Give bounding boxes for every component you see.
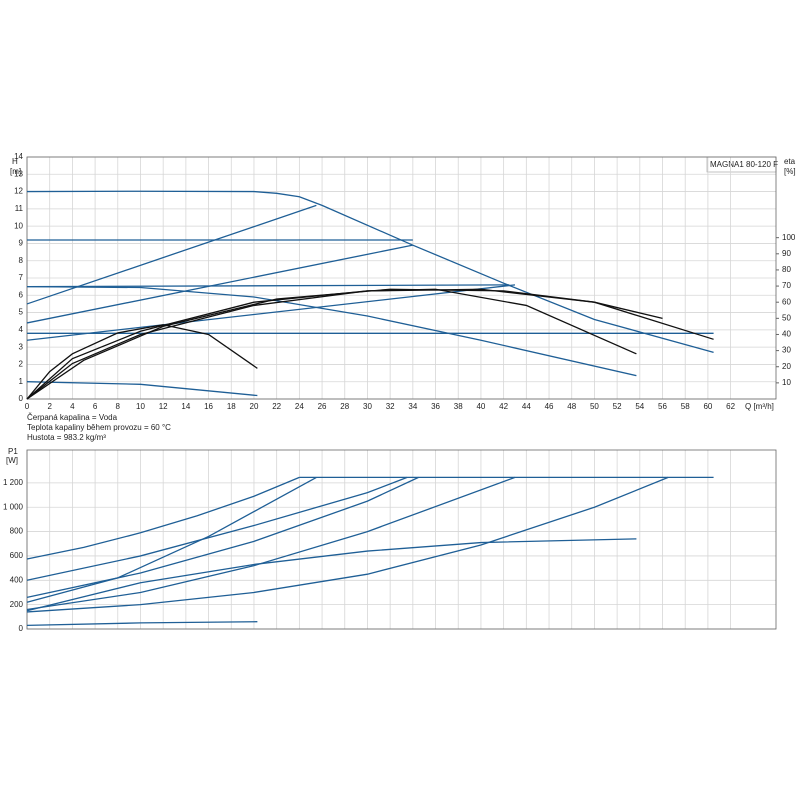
y2-tick-label: 50 [782,313,791,322]
y2-tick-label: 40 [782,330,791,339]
y2-unit: [%] [784,167,796,176]
y2-tick-label: 100 [782,233,796,242]
annotation: Hustota = 983.2 kg/m³ [27,433,106,442]
curve [26,284,510,288]
y2-label: eta [784,157,796,166]
curve [26,190,714,353]
x-tick-label: 26 [318,402,327,411]
y-tick-label: 3 [19,342,24,351]
y-tick-label: 14 [14,152,23,161]
y-tick-label: 0 [19,624,24,633]
y-tick-label: 0 [19,394,24,403]
y-tick-label: 7 [19,273,24,282]
x-tick-label: 34 [408,402,417,411]
x-tick-label: 42 [499,402,508,411]
y-tick-label: 2 [19,360,24,369]
y-tick-label: 10 [14,221,23,230]
x-tick-label: 40 [476,402,485,411]
y2-tick-label: 30 [782,346,791,355]
y-tick-label: 9 [19,239,24,248]
x-tick-label: 48 [567,402,576,411]
x-tick-label: 62 [726,402,735,411]
curve [26,244,413,324]
y-tick-label: 600 [10,551,24,560]
x-tick-label: 52 [613,402,622,411]
x-tick-label: 36 [431,402,440,411]
y-unit: [m] [10,167,21,176]
y-tick-label: 11 [15,204,24,213]
y-tick-label: 1 [19,377,24,386]
chart-title: MAGNA1 80-120 F [710,160,778,169]
x-tick-label: 12 [159,402,168,411]
plot-frame [26,449,777,630]
y-tick-label: 400 [10,575,24,584]
y-tick-label: 1 000 [3,502,24,511]
x-tick-label: 24 [295,402,304,411]
y-label: H [12,157,18,166]
x-tick-label: 32 [386,402,395,411]
curve [26,476,516,611]
curve [26,204,317,305]
x-tick-label: 16 [204,402,213,411]
plot-frame [26,156,777,400]
x-tick-label: 28 [340,402,349,411]
x-tick-label: 6 [93,402,98,411]
curve [26,476,408,581]
y-tick-label: 5 [19,308,24,317]
x-tick-label: 4 [70,402,75,411]
x-tick-label: 8 [116,402,121,411]
x-tick-label: 14 [181,402,190,411]
y-tick-label: 8 [19,256,24,265]
curve [26,381,258,397]
y2-tick-label: 80 [782,265,791,274]
curve [26,285,637,377]
y-label: P1 [8,447,18,456]
x-tick-label: 58 [681,402,690,411]
y2-tick-label: 60 [782,297,791,306]
y-tick-label: 800 [10,527,24,536]
y2-tick-label: 20 [782,362,791,371]
annotation: Teplota kapaliny během provozu = 60 °C [27,423,171,432]
y-tick-label: 4 [19,325,24,334]
x-tick-label: 50 [590,402,599,411]
x-tick-label: 60 [703,402,712,411]
curve [26,288,663,400]
y-tick-label: 6 [19,290,24,299]
y-tick-label: 12 [14,187,23,196]
curve [26,621,258,626]
y-tick-label: 200 [10,600,24,609]
x-label: Q [m³/h] [745,402,774,411]
curve [26,476,317,603]
y2-tick-label: 70 [782,281,791,290]
curve [26,538,637,612]
x-tick-label: 56 [658,402,667,411]
curve [26,476,300,560]
x-tick-label: 46 [545,402,554,411]
x-tick-label: 0 [25,402,30,411]
curve [26,284,516,341]
y2-tick-label: 10 [782,378,791,387]
x-tick-label: 10 [136,402,145,411]
curve [26,476,669,613]
annotation: Čerpaná kapalina = Voda [27,413,118,422]
y-unit: [W] [6,456,18,465]
x-tick-label: 44 [522,402,531,411]
x-tick-label: 38 [454,402,463,411]
y-tick-label: 1 200 [3,478,24,487]
y2-tick-label: 90 [782,249,791,258]
x-tick-label: 22 [272,402,281,411]
x-tick-label: 18 [227,402,236,411]
y-tick-label: 13 [14,169,23,178]
x-tick-label: 54 [635,402,644,411]
x-tick-label: 2 [47,402,52,411]
x-tick-label: 20 [250,402,259,411]
curve [26,476,419,598]
x-tick-label: 30 [363,402,372,411]
curve [26,324,258,400]
